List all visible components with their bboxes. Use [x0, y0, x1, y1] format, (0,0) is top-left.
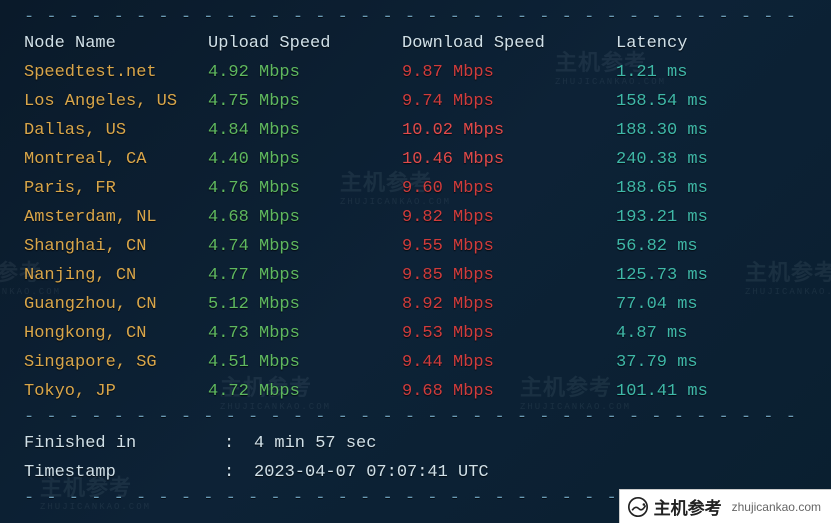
latency-value: 77.04 ms	[616, 295, 807, 314]
table-row: Tokyo, JP4.72 Mbps9.68 Mbps101.41 ms	[24, 377, 807, 406]
latency-value: 188.30 ms	[616, 121, 807, 140]
finished-value: 4 min 57 sec	[254, 434, 807, 453]
finished-label: Finished in	[24, 434, 224, 453]
latency-value: 188.65 ms	[616, 179, 807, 198]
download-speed: 9.74 Mbps	[402, 92, 616, 111]
download-speed: 9.82 Mbps	[402, 208, 616, 227]
upload-speed: 4.92 Mbps	[208, 63, 402, 82]
table-row: Guangzhou, CN5.12 Mbps8.92 Mbps77.04 ms	[24, 290, 807, 319]
table-row: Los Angeles, US4.75 Mbps9.74 Mbps158.54 …	[24, 87, 807, 116]
node-name: Tokyo, JP	[24, 382, 208, 401]
terminal-output: - - - - - - - - - - - - - - - - - - - - …	[0, 0, 831, 520]
latency-value: 240.38 ms	[616, 150, 807, 169]
latency-value: 4.87 ms	[616, 324, 807, 343]
download-speed: 9.55 Mbps	[402, 237, 616, 256]
upload-speed: 4.68 Mbps	[208, 208, 402, 227]
node-name: Singapore, SG	[24, 353, 208, 372]
download-speed: 10.02 Mbps	[402, 121, 616, 140]
node-name: Shanghai, CN	[24, 237, 208, 256]
table-header-row: Node Name Upload Speed Download Speed La…	[24, 29, 807, 58]
colon: :	[224, 434, 254, 453]
download-speed: 9.44 Mbps	[402, 353, 616, 372]
node-name: Dallas, US	[24, 121, 208, 140]
table-row: Hongkong, CN4.73 Mbps9.53 Mbps4.87 ms	[24, 319, 807, 348]
footer-finished: Finished in : 4 min 57 sec	[24, 429, 807, 458]
watermark-corner: 主机参考 zhujicankao.com	[619, 489, 831, 523]
download-speed: 9.85 Mbps	[402, 266, 616, 285]
col-header-latency: Latency	[616, 34, 807, 53]
col-header-download: Download Speed	[402, 34, 616, 53]
latency-value: 125.73 ms	[616, 266, 807, 285]
upload-speed: 4.84 Mbps	[208, 121, 402, 140]
latency-value: 1.21 ms	[616, 63, 807, 82]
separator-line: - - - - - - - - - - - - - - - - - - - - …	[24, 408, 807, 427]
node-name: Nanjing, CN	[24, 266, 208, 285]
watermark-corner-cn: 主机参考	[654, 494, 722, 519]
timestamp-value: 2023-04-07 07:07:41 UTC	[254, 463, 807, 482]
download-speed: 9.60 Mbps	[402, 179, 616, 198]
upload-speed: 4.72 Mbps	[208, 382, 402, 401]
download-speed: 10.46 Mbps	[402, 150, 616, 169]
node-name: Speedtest.net	[24, 63, 208, 82]
col-header-upload: Upload Speed	[208, 34, 402, 53]
download-speed: 9.68 Mbps	[402, 382, 616, 401]
upload-speed: 4.75 Mbps	[208, 92, 402, 111]
table-row: Shanghai, CN4.74 Mbps9.55 Mbps56.82 ms	[24, 232, 807, 261]
latency-value: 158.54 ms	[616, 92, 807, 111]
latency-value: 37.79 ms	[616, 353, 807, 372]
upload-speed: 4.73 Mbps	[208, 324, 402, 343]
latency-value: 56.82 ms	[616, 237, 807, 256]
latency-value: 193.21 ms	[616, 208, 807, 227]
download-speed: 9.87 Mbps	[402, 63, 616, 82]
latency-value: 101.41 ms	[616, 382, 807, 401]
node-name: Paris, FR	[24, 179, 208, 198]
footer-timestamp: Timestamp : 2023-04-07 07:07:41 UTC	[24, 458, 807, 487]
upload-speed: 4.74 Mbps	[208, 237, 402, 256]
node-name: Montreal, CA	[24, 150, 208, 169]
table-row: Amsterdam, NL4.68 Mbps9.82 Mbps193.21 ms	[24, 203, 807, 232]
upload-speed: 5.12 Mbps	[208, 295, 402, 314]
table-row: Dallas, US4.84 Mbps10.02 Mbps188.30 ms	[24, 116, 807, 145]
upload-speed: 4.51 Mbps	[208, 353, 402, 372]
download-speed: 8.92 Mbps	[402, 295, 616, 314]
table-row: Speedtest.net4.92 Mbps9.87 Mbps1.21 ms	[24, 58, 807, 87]
table-row: Nanjing, CN4.77 Mbps9.85 Mbps125.73 ms	[24, 261, 807, 290]
upload-speed: 4.77 Mbps	[208, 266, 402, 285]
node-name: Los Angeles, US	[24, 92, 208, 111]
timestamp-label: Timestamp	[24, 463, 224, 482]
node-name: Amsterdam, NL	[24, 208, 208, 227]
col-header-node: Node Name	[24, 34, 208, 53]
watermark-corner-domain: zhujicankao.com	[732, 500, 821, 514]
table-row: Singapore, SG4.51 Mbps9.44 Mbps37.79 ms	[24, 348, 807, 377]
separator-line: - - - - - - - - - - - - - - - - - - - - …	[24, 8, 807, 27]
colon: :	[224, 463, 254, 482]
upload-speed: 4.76 Mbps	[208, 179, 402, 198]
download-speed: 9.53 Mbps	[402, 324, 616, 343]
node-name: Hongkong, CN	[24, 324, 208, 343]
node-name: Guangzhou, CN	[24, 295, 208, 314]
table-row: Paris, FR4.76 Mbps9.60 Mbps188.65 ms	[24, 174, 807, 203]
upload-speed: 4.40 Mbps	[208, 150, 402, 169]
table-row: Montreal, CA4.40 Mbps10.46 Mbps240.38 ms	[24, 145, 807, 174]
watermark-logo-icon	[628, 497, 648, 517]
